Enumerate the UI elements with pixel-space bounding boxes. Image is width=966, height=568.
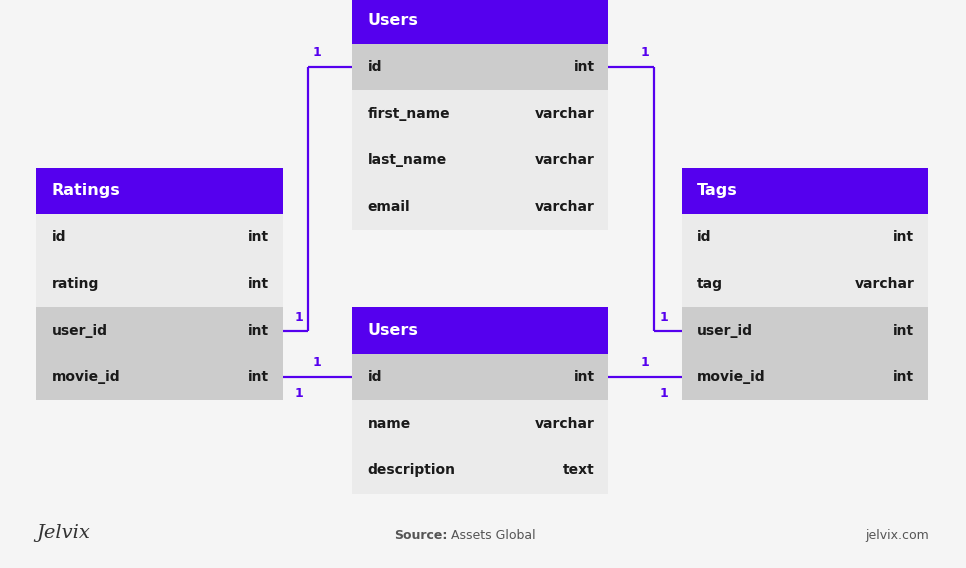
Text: movie_id: movie_id — [52, 370, 121, 384]
Text: id: id — [52, 231, 67, 244]
Bar — [682, 214, 928, 261]
Text: varchar: varchar — [855, 277, 914, 291]
Bar — [37, 168, 283, 214]
Text: description: description — [367, 463, 456, 477]
Text: Users: Users — [367, 323, 418, 338]
Text: 1: 1 — [294, 387, 303, 400]
Text: id: id — [367, 60, 383, 74]
Text: id: id — [697, 231, 712, 244]
Text: varchar: varchar — [535, 107, 595, 120]
Text: user_id: user_id — [697, 324, 753, 337]
Text: 1: 1 — [313, 356, 322, 369]
Bar — [682, 354, 928, 400]
Text: last_name: last_name — [367, 153, 447, 167]
Bar — [352, 307, 609, 354]
Text: varchar: varchar — [535, 417, 595, 431]
Text: Source:: Source: — [394, 529, 447, 542]
Text: Ratings: Ratings — [52, 183, 121, 198]
Text: rating: rating — [52, 277, 99, 291]
Bar — [352, 0, 609, 44]
Text: int: int — [248, 277, 269, 291]
Text: Users: Users — [367, 13, 418, 28]
Text: Jelvix: Jelvix — [37, 524, 91, 542]
Bar — [352, 447, 609, 494]
Bar — [682, 307, 928, 354]
Bar — [37, 261, 283, 307]
Text: int: int — [574, 60, 595, 74]
Text: int: int — [574, 370, 595, 384]
Text: first_name: first_name — [367, 107, 450, 120]
Bar — [37, 307, 283, 354]
Text: 1: 1 — [313, 45, 322, 59]
Text: 1: 1 — [640, 45, 649, 59]
Text: 1: 1 — [659, 387, 668, 400]
Text: user_id: user_id — [52, 324, 107, 337]
Text: int: int — [248, 231, 269, 244]
Text: email: email — [367, 200, 411, 214]
Bar — [352, 137, 609, 183]
Bar — [682, 168, 928, 214]
Text: name: name — [367, 417, 411, 431]
Bar — [352, 400, 609, 447]
Text: int: int — [894, 231, 914, 244]
Text: id: id — [367, 370, 383, 384]
Text: jelvix.com: jelvix.com — [866, 529, 929, 542]
Text: 1: 1 — [640, 356, 649, 369]
Text: int: int — [248, 370, 269, 384]
Text: text: text — [563, 463, 595, 477]
Bar — [682, 261, 928, 307]
Text: int: int — [248, 324, 269, 337]
Text: 1: 1 — [659, 311, 668, 324]
Bar — [352, 44, 609, 90]
Bar — [352, 90, 609, 137]
Text: tag: tag — [697, 277, 723, 291]
Text: Assets Global: Assets Global — [447, 529, 536, 542]
Bar — [37, 354, 283, 400]
Text: varchar: varchar — [535, 200, 595, 214]
Text: int: int — [894, 370, 914, 384]
Text: movie_id: movie_id — [697, 370, 766, 384]
Bar — [352, 354, 609, 400]
Text: Tags: Tags — [697, 183, 738, 198]
Bar — [352, 183, 609, 230]
Text: int: int — [894, 324, 914, 337]
Bar — [37, 214, 283, 261]
Text: 1: 1 — [294, 311, 303, 324]
Text: varchar: varchar — [535, 153, 595, 167]
